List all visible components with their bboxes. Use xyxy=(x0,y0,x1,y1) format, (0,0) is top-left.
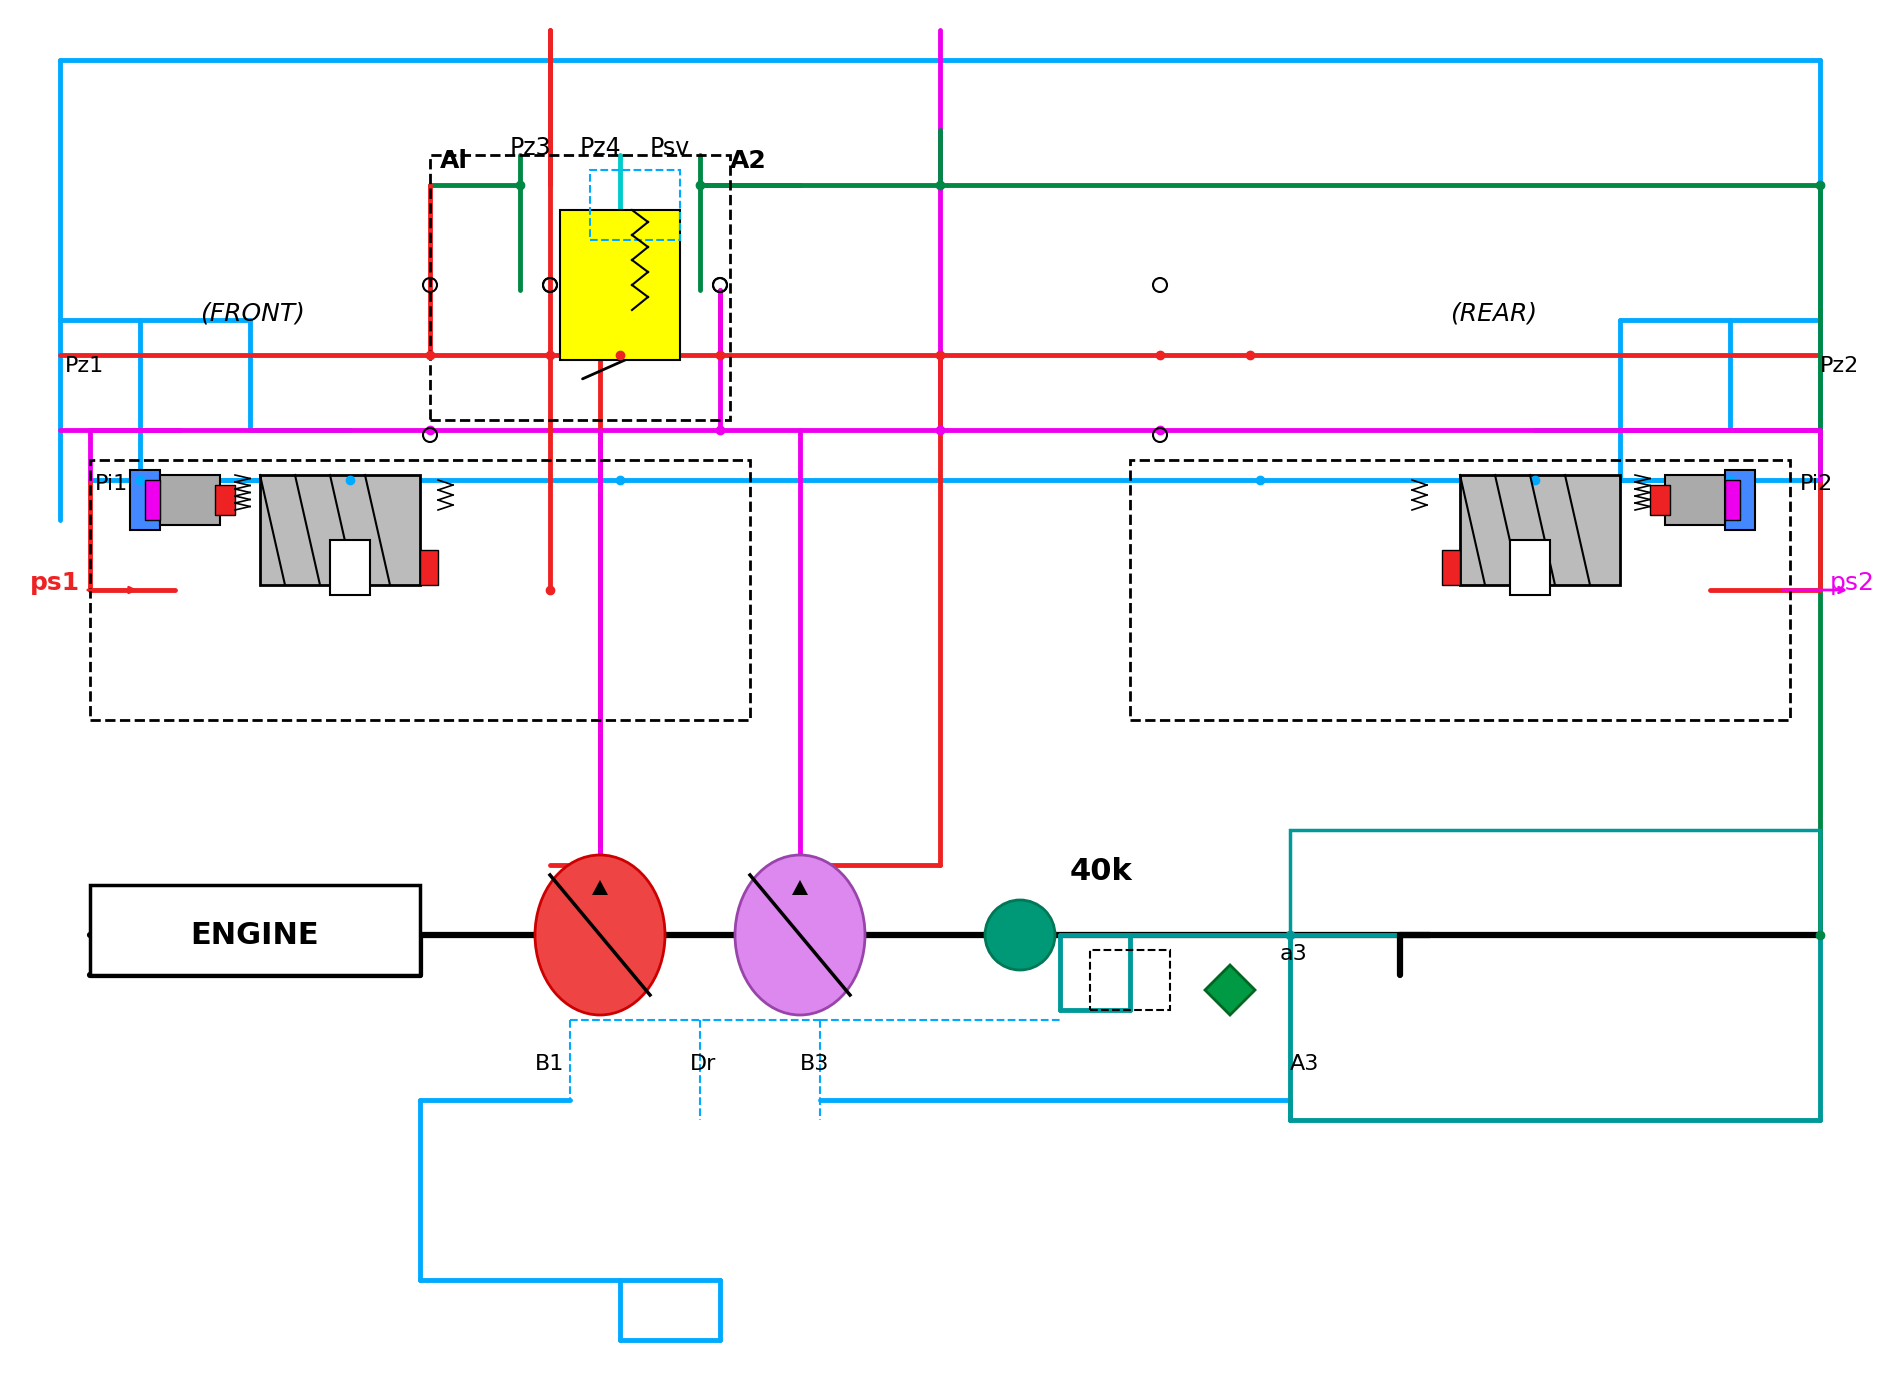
Bar xyxy=(90,459,750,720)
Ellipse shape xyxy=(735,855,865,1014)
Text: ps2: ps2 xyxy=(1829,572,1875,595)
Bar xyxy=(160,475,220,525)
Bar xyxy=(1650,484,1669,515)
Text: Pz4: Pz4 xyxy=(580,136,622,161)
Bar xyxy=(1441,549,1460,585)
Bar xyxy=(1726,480,1741,520)
Bar xyxy=(215,484,236,515)
Bar xyxy=(1291,830,1820,1120)
Text: Pz3: Pz3 xyxy=(511,136,552,161)
Text: Psv: Psv xyxy=(650,136,690,161)
Text: (REAR): (REAR) xyxy=(1451,300,1537,325)
Text: B3: B3 xyxy=(801,1055,829,1074)
Text: ps1: ps1 xyxy=(30,572,81,595)
Text: Pi2: Pi2 xyxy=(1799,473,1833,494)
Bar xyxy=(1091,949,1170,1010)
Bar xyxy=(90,884,420,974)
Bar xyxy=(1726,471,1756,530)
Text: B1: B1 xyxy=(535,1055,565,1074)
Polygon shape xyxy=(1206,965,1255,1014)
Text: Pi1: Pi1 xyxy=(94,473,128,494)
Bar xyxy=(1509,540,1551,595)
Text: A3: A3 xyxy=(1291,1055,1319,1074)
Bar xyxy=(560,210,680,360)
Text: (FRONT): (FRONT) xyxy=(200,300,305,325)
Bar xyxy=(590,170,680,239)
Text: Al: Al xyxy=(441,149,467,173)
Bar xyxy=(260,475,420,585)
Bar xyxy=(130,471,160,530)
Polygon shape xyxy=(791,880,808,895)
Text: A2: A2 xyxy=(729,149,767,173)
Text: Pz2: Pz2 xyxy=(1820,356,1860,376)
Text: a3: a3 xyxy=(1279,944,1307,965)
Text: 40k: 40k xyxy=(1070,857,1132,886)
Bar xyxy=(145,480,160,520)
Text: Dr: Dr xyxy=(690,1055,716,1074)
Bar xyxy=(330,540,369,595)
Bar xyxy=(1460,475,1620,585)
Text: Pz1: Pz1 xyxy=(66,356,104,376)
Bar xyxy=(420,549,437,585)
Bar xyxy=(430,155,729,419)
Bar xyxy=(1665,475,1726,525)
Text: ENGINE: ENGINE xyxy=(190,920,318,949)
Circle shape xyxy=(985,900,1055,970)
Ellipse shape xyxy=(535,855,665,1014)
Polygon shape xyxy=(592,880,609,895)
Bar xyxy=(1130,459,1790,720)
